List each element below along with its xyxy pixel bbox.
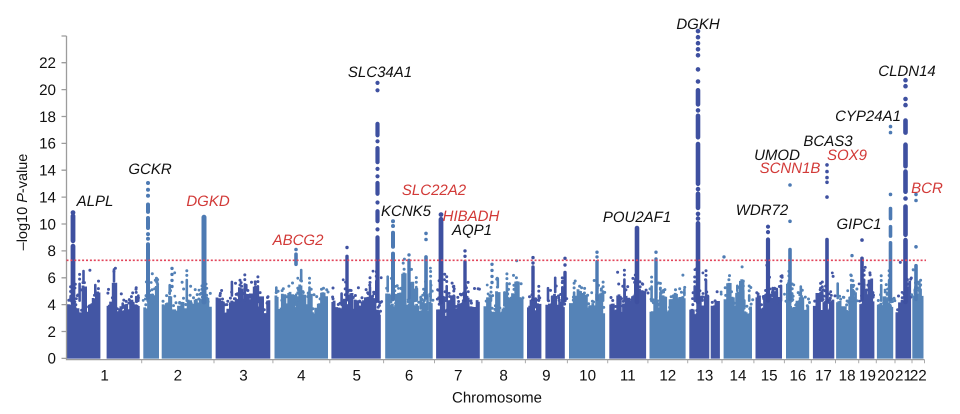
svg-text:GCKR: GCKR — [128, 161, 172, 178]
svg-text:21: 21 — [895, 368, 912, 385]
svg-text:17: 17 — [815, 368, 832, 385]
svg-text:12: 12 — [659, 368, 676, 385]
svg-text:20: 20 — [39, 82, 56, 99]
svg-text:2: 2 — [174, 368, 182, 385]
svg-text:22: 22 — [39, 55, 56, 72]
svg-text:19: 19 — [859, 368, 876, 385]
svg-text:HIBADH: HIBADH — [443, 208, 500, 225]
svg-text:4: 4 — [48, 297, 56, 314]
svg-text:3: 3 — [239, 368, 247, 385]
svg-text:15: 15 — [761, 368, 778, 385]
svg-text:ABCG2: ABCG2 — [272, 232, 325, 249]
svg-text:–log10 P-value: –log10 P-value — [15, 154, 31, 251]
svg-text:4: 4 — [297, 368, 305, 385]
svg-text:DGKD: DGKD — [186, 193, 230, 210]
svg-text:SLC34A1: SLC34A1 — [348, 64, 412, 81]
svg-text:AQP1: AQP1 — [451, 222, 492, 239]
svg-text:11: 11 — [620, 368, 636, 385]
svg-text:22: 22 — [910, 368, 927, 385]
svg-text:KCNK5: KCNK5 — [381, 203, 432, 220]
svg-text:BCR: BCR — [911, 180, 943, 197]
svg-text:7: 7 — [454, 368, 462, 385]
svg-text:SLC22A2: SLC22A2 — [402, 182, 467, 199]
svg-text:8: 8 — [499, 368, 507, 385]
svg-text:6: 6 — [48, 270, 56, 287]
svg-text:2: 2 — [48, 324, 56, 341]
svg-text:1: 1 — [100, 368, 108, 385]
svg-text:14: 14 — [39, 163, 56, 180]
svg-text:CLDN14: CLDN14 — [878, 63, 936, 80]
svg-text:5: 5 — [352, 368, 360, 385]
svg-text:18: 18 — [839, 368, 856, 385]
svg-text:GIPC1: GIPC1 — [836, 216, 881, 233]
svg-text:16: 16 — [789, 368, 806, 385]
svg-text:9: 9 — [542, 368, 550, 385]
svg-text:CYP24A1: CYP24A1 — [835, 108, 901, 125]
svg-text:10: 10 — [39, 216, 56, 233]
svg-text:8: 8 — [48, 243, 56, 260]
svg-text:SCNN1B: SCNN1B — [760, 160, 821, 177]
svg-text:UMOD: UMOD — [754, 147, 800, 164]
svg-text:DGKH: DGKH — [676, 16, 720, 33]
svg-text:20: 20 — [877, 368, 894, 385]
svg-text:Chromosome: Chromosome — [452, 390, 542, 407]
svg-text:16: 16 — [39, 136, 56, 153]
svg-text:SOX9: SOX9 — [827, 147, 868, 164]
svg-text:0: 0 — [48, 351, 56, 368]
svg-text:BCAS3: BCAS3 — [803, 133, 853, 150]
svg-text:ALPL: ALPL — [76, 193, 114, 210]
svg-text:POU2AF1: POU2AF1 — [603, 209, 671, 226]
svg-text:13: 13 — [696, 368, 713, 385]
svg-text:14: 14 — [39, 189, 56, 206]
svg-text:14: 14 — [730, 368, 747, 385]
svg-text:18: 18 — [39, 109, 56, 126]
svg-text:6: 6 — [405, 368, 413, 385]
svg-text:WDR72: WDR72 — [736, 202, 789, 219]
svg-text:10: 10 — [579, 368, 596, 385]
